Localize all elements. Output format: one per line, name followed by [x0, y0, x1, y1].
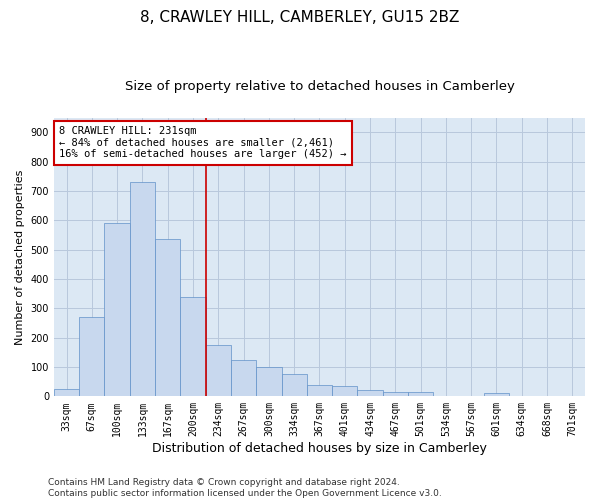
Bar — [281, 374, 307, 396]
Text: 8 CRAWLEY HILL: 231sqm
← 84% of detached houses are smaller (2,461)
16% of semi-: 8 CRAWLEY HILL: 231sqm ← 84% of detached… — [59, 126, 347, 160]
Bar — [104, 224, 130, 396]
Bar — [206, 345, 231, 397]
Bar — [155, 240, 181, 396]
Text: Contains HM Land Registry data © Crown copyright and database right 2024.
Contai: Contains HM Land Registry data © Crown c… — [48, 478, 442, 498]
Title: Size of property relative to detached houses in Camberley: Size of property relative to detached ho… — [125, 80, 514, 93]
Bar — [332, 386, 358, 396]
Bar — [231, 360, 256, 397]
Bar — [307, 384, 332, 396]
Bar — [181, 296, 206, 396]
Bar — [358, 390, 383, 396]
Bar — [408, 392, 433, 396]
X-axis label: Distribution of detached houses by size in Camberley: Distribution of detached houses by size … — [152, 442, 487, 455]
Bar — [256, 367, 281, 396]
Bar — [79, 317, 104, 396]
Bar — [130, 182, 155, 396]
Bar — [484, 393, 509, 396]
Bar — [54, 389, 79, 396]
Y-axis label: Number of detached properties: Number of detached properties — [15, 170, 25, 344]
Text: 8, CRAWLEY HILL, CAMBERLEY, GU15 2BZ: 8, CRAWLEY HILL, CAMBERLEY, GU15 2BZ — [140, 10, 460, 25]
Bar — [383, 392, 408, 396]
